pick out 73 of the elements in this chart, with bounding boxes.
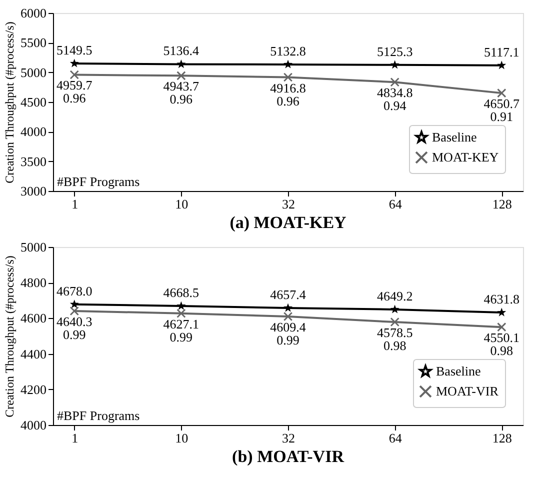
y-tick-label: 4500	[20, 94, 46, 110]
y-tick-label: 3000	[20, 184, 46, 198]
data-label: 4609.4 0.99	[270, 320, 306, 348]
data-label: 4640.3 0.99	[56, 314, 92, 342]
point	[390, 78, 400, 87]
x-tick-label: 10	[175, 196, 188, 212]
data-label: 4627.1 0.99	[163, 316, 200, 344]
legend-label: Baseline	[432, 130, 477, 144]
data-label: 4578.5 0.98	[376, 325, 413, 354]
y-tick-label: 4800	[20, 275, 46, 290]
x-tick-label: 10	[175, 430, 188, 446]
x-tick-label: 1	[72, 430, 78, 446]
y-tick-label: 4000	[20, 124, 46, 140]
y-tick-label: 4200	[20, 382, 46, 397]
point	[497, 60, 506, 70]
point	[283, 60, 293, 68]
point	[70, 300, 79, 308]
data-label: 5136.4	[163, 43, 200, 58]
data-label: 4649.2	[376, 288, 413, 304]
x-tick-label: 32	[282, 430, 295, 446]
legend-label: Baseline	[436, 364, 481, 378]
point	[70, 70, 79, 80]
data-label: 4657.4	[270, 286, 306, 302]
data-label: 4678.0	[56, 283, 92, 298]
point	[497, 308, 506, 316]
data-label: 5132.8	[270, 43, 306, 58]
point	[176, 71, 186, 80]
x-axis-title: #BPF Programs	[57, 174, 140, 189]
x-tick-label: 128	[492, 196, 512, 212]
point	[497, 88, 506, 98]
x-tick-label: 64	[388, 196, 402, 212]
point	[283, 303, 293, 312]
data-label: 4943.7 0.96	[163, 78, 200, 107]
data-label: 4834.8 0.94	[376, 85, 413, 114]
data-label: 5149.5	[56, 42, 92, 58]
y-tick-label: 4600	[20, 310, 46, 326]
y-axis-title: Creation Throughput (#process/s)	[2, 22, 16, 184]
x-tick-label: 128	[492, 430, 512, 446]
data-label: 5125.3	[376, 44, 413, 59]
y-tick-label: 5500	[20, 35, 46, 50]
x-tick-label: 1	[72, 196, 78, 212]
data-label: 4959.7 0.96	[56, 78, 93, 106]
x-tick-label: 64	[388, 430, 402, 446]
data-label: 4550.1 0.98	[484, 330, 520, 358]
y-tick-label: 5000	[20, 64, 46, 80]
y-tick-label: 3500	[20, 154, 46, 169]
point	[70, 306, 79, 316]
point	[176, 59, 186, 68]
point	[390, 304, 400, 314]
legend-label: MOAT-KEY	[432, 150, 500, 164]
point	[176, 308, 186, 318]
text: (a) MOAT-KEY	[230, 213, 346, 232]
data-label: 4631.8	[484, 292, 520, 307]
point	[497, 322, 506, 332]
data-label: 4916.8 0.96	[270, 80, 306, 108]
point	[70, 58, 79, 68]
point	[283, 312, 293, 322]
y-tick-label: 4400	[20, 346, 46, 362]
x-tick-label: 32	[282, 196, 295, 212]
data-label: 4668.5	[163, 285, 200, 300]
y-axis-title: Creation Throughput (#process/s)	[2, 256, 16, 418]
point	[390, 60, 400, 69]
y-tick-label: 5000	[20, 240, 46, 254]
x-axis-title: #BPF Programs	[57, 408, 140, 423]
text: (b) MOAT-VIR	[232, 447, 345, 466]
data-label: 4650.7 0.91	[484, 96, 520, 124]
legend-label: MOAT-VIR	[436, 384, 499, 398]
y-tick-label: 6000	[20, 6, 46, 20]
point	[390, 317, 400, 327]
y-tick-label: 4000	[20, 418, 46, 432]
point	[176, 301, 186, 310]
data-label: 5117.1	[484, 44, 520, 60]
point	[283, 72, 293, 82]
